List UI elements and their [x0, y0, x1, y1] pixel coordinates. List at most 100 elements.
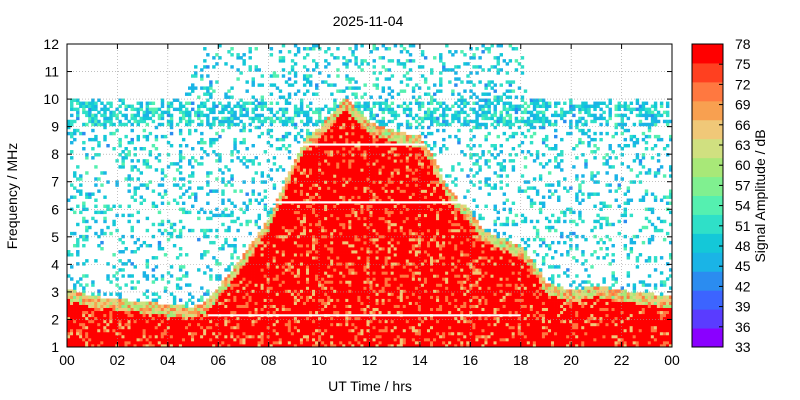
heatmap-cell — [290, 216, 295, 221]
heatmap-cell — [218, 325, 222, 330]
heatmap-cell — [130, 319, 134, 324]
heatmap-cell — [299, 274, 304, 278]
heatmap-cell — [351, 207, 355, 212]
heatmap-cell — [345, 186, 349, 190]
heatmap-cell — [363, 250, 367, 254]
heatmap-cell — [151, 328, 156, 333]
heatmap-cell — [333, 237, 337, 242]
heatmap-cell — [369, 210, 373, 215]
heatmap-cell — [233, 189, 237, 193]
heatmap-cell — [342, 328, 346, 333]
heatmap-cell — [369, 250, 373, 254]
heatmap-cell — [115, 180, 119, 184]
heatmap-cell — [160, 171, 165, 175]
heatmap-cell — [336, 280, 340, 284]
heatmap-cell — [227, 268, 231, 272]
heatmap-cell — [333, 243, 337, 248]
heatmap-cell — [130, 343, 134, 347]
heatmap-cell — [163, 310, 168, 315]
heatmap-cell — [194, 86, 198, 90]
heatmap-cell — [184, 307, 189, 312]
heatmap-cell — [360, 289, 364, 293]
heatmap-cell — [363, 274, 367, 278]
heatmap-cell — [139, 340, 144, 345]
heatmap-cell — [118, 122, 122, 127]
heatmap-cell — [324, 131, 328, 136]
heatmap-cell — [272, 83, 277, 87]
heatmap-cell — [157, 107, 162, 112]
heatmap-cell — [351, 253, 355, 257]
heatmap-cell — [85, 207, 89, 212]
heatmap-cell — [203, 150, 207, 154]
heatmap-cell — [269, 259, 274, 263]
heatmap-cell — [73, 304, 77, 309]
heatmap-cell — [254, 156, 258, 160]
heatmap-cell — [281, 222, 286, 227]
heatmap-cell — [366, 250, 370, 254]
heatmap-cell — [296, 165, 301, 169]
heatmap-cell — [103, 301, 107, 305]
heatmap-cell — [312, 216, 316, 221]
heatmap-cell — [257, 331, 261, 336]
heatmap-cell — [351, 210, 355, 215]
heatmap-cell — [212, 310, 216, 315]
heatmap-cell — [327, 328, 331, 333]
heatmap-cell — [296, 304, 301, 309]
heatmap-cell — [309, 140, 313, 145]
heatmap-cell — [109, 325, 113, 330]
heatmap-cell — [348, 77, 352, 81]
heatmap-cell — [290, 328, 295, 333]
heatmap-cell — [248, 65, 252, 69]
heatmap-cell — [363, 174, 367, 178]
heatmap-cell — [305, 189, 310, 193]
heatmap-cell — [251, 77, 255, 81]
heatmap-cell — [366, 192, 370, 196]
heatmap-cell — [327, 237, 331, 242]
heatmap-cell — [239, 259, 243, 263]
heatmap-cell — [100, 334, 104, 339]
heatmap-cell — [284, 189, 289, 193]
heatmap-cell — [345, 277, 349, 281]
heatmap-cell — [215, 298, 219, 302]
heatmap-cell — [327, 186, 331, 190]
heatmap-cell — [73, 119, 77, 124]
heatmap-cell — [206, 228, 210, 233]
heatmap-cell — [127, 104, 131, 109]
heatmap-cell — [269, 289, 274, 293]
heatmap-cell — [163, 228, 168, 233]
heatmap-cell — [97, 292, 101, 296]
heatmap-cell — [330, 304, 334, 309]
heatmap-cell — [333, 292, 337, 296]
heatmap-cell — [218, 101, 222, 105]
heatmap-cell — [233, 283, 237, 287]
heatmap-cell — [345, 192, 349, 196]
heatmap-cell — [127, 319, 131, 324]
heatmap-cell — [254, 343, 258, 347]
heatmap-cell — [191, 101, 195, 105]
heatmap-cell — [163, 340, 168, 345]
heatmap-cell — [345, 168, 349, 172]
heatmap-cell — [369, 340, 373, 345]
heatmap-cell — [290, 340, 295, 345]
heatmap-cell — [348, 334, 352, 339]
heatmap-cell — [339, 147, 343, 151]
heatmap-cell — [318, 210, 322, 215]
heatmap-cell — [136, 119, 140, 124]
heatmap-cell — [290, 204, 295, 209]
heatmap-cell — [109, 116, 113, 121]
heatmap-cell — [257, 268, 261, 272]
heatmap-cell — [230, 289, 234, 293]
heatmap-cell — [248, 101, 252, 105]
heatmap-cell — [103, 219, 107, 224]
heatmap-cell — [345, 259, 349, 263]
heatmap-cell — [296, 189, 301, 193]
heatmap-cell — [236, 307, 240, 312]
heatmap-cell — [242, 310, 246, 315]
heatmap-cell — [336, 243, 340, 248]
heatmap-cell — [342, 204, 346, 209]
heatmap-cell — [85, 340, 89, 345]
heatmap-cell — [272, 301, 277, 305]
heatmap-cell — [348, 310, 352, 315]
heatmap-cell — [366, 304, 370, 309]
heatmap-cell — [260, 343, 265, 347]
